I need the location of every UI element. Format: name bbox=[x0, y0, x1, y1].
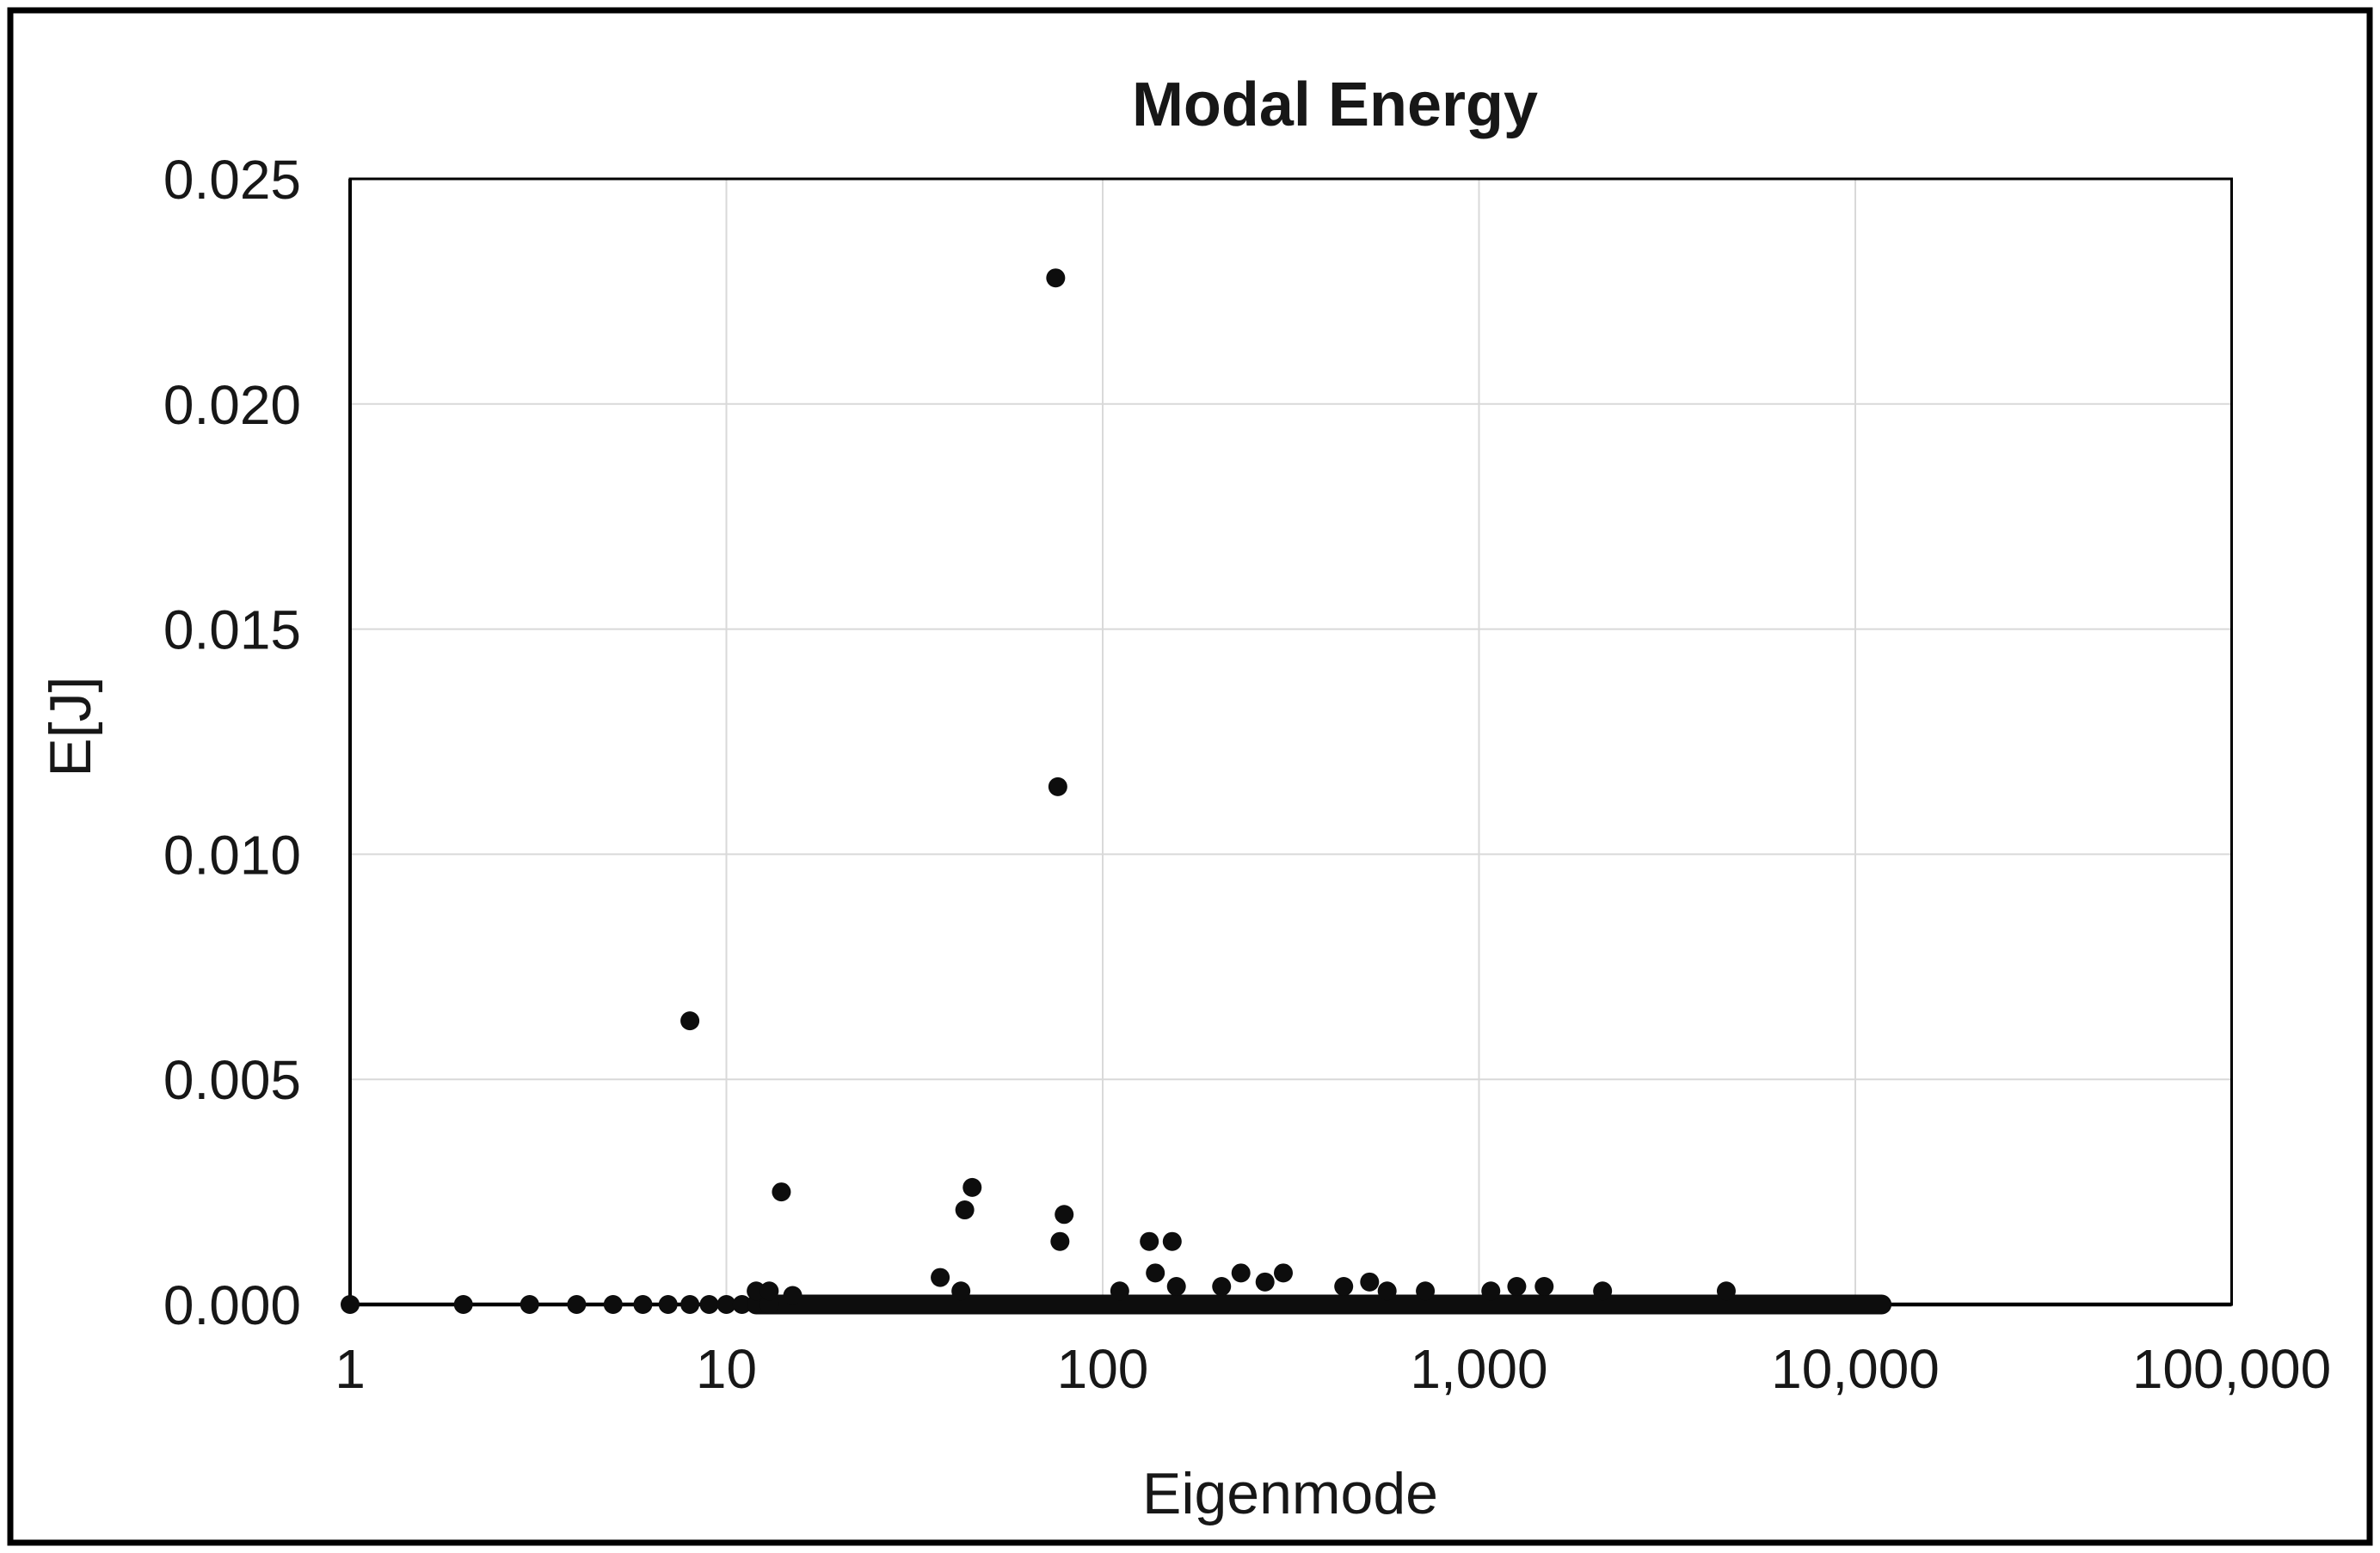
data-point bbox=[1334, 1277, 1354, 1297]
axis-tick-labels: 0.000 0.005 0.010 0.015 0.020 0.025 1 10 100 1,00… bbox=[163, 149, 2331, 1400]
data-point bbox=[1146, 1263, 1165, 1283]
y-axis-title: E[J] bbox=[38, 676, 103, 776]
data-point bbox=[1593, 1281, 1613, 1301]
data-point bbox=[760, 1281, 779, 1301]
data-point bbox=[680, 1295, 700, 1314]
outer-frame bbox=[7, 7, 2373, 1546]
data-point bbox=[1110, 1281, 1129, 1301]
y-axis-tick-label: 0.010 bbox=[163, 824, 301, 886]
data-point bbox=[1274, 1263, 1294, 1283]
x-axis-tick-label: 100,000 bbox=[2132, 1338, 2331, 1400]
x-axis-tick-label: 10 bbox=[696, 1338, 757, 1400]
data-point bbox=[699, 1295, 719, 1314]
data-point bbox=[1377, 1281, 1397, 1301]
data-point bbox=[1050, 1231, 1070, 1251]
data-point bbox=[1212, 1277, 1232, 1297]
x-axis-title: Eigenmode bbox=[1142, 1461, 1438, 1526]
data-series bbox=[341, 268, 1892, 1315]
data-point bbox=[951, 1281, 971, 1301]
data-point bbox=[760, 1295, 779, 1314]
data-point bbox=[747, 1281, 766, 1301]
data-point bbox=[1162, 1231, 1182, 1251]
data-point bbox=[341, 1295, 360, 1314]
data-point bbox=[1255, 1272, 1275, 1292]
data-point bbox=[603, 1295, 623, 1314]
gridlines bbox=[350, 179, 2232, 1304]
data-point bbox=[1231, 1263, 1251, 1283]
plot-border bbox=[348, 177, 2233, 1306]
y-axis-tick-label: 0.000 bbox=[163, 1274, 301, 1336]
x-axis-tick-label: 1 bbox=[335, 1338, 366, 1400]
data-point bbox=[955, 1200, 975, 1220]
data-point bbox=[680, 1011, 700, 1031]
data-point bbox=[633, 1295, 653, 1314]
data-point bbox=[567, 1295, 587, 1314]
data-point bbox=[931, 1268, 950, 1287]
data-point bbox=[1534, 1277, 1554, 1297]
y-axis-tick-label: 0.005 bbox=[163, 1049, 301, 1111]
data-point bbox=[1048, 776, 1067, 796]
data-point bbox=[453, 1295, 473, 1314]
data-point bbox=[1055, 1205, 1074, 1225]
x-axis-tick-label: 100 bbox=[1057, 1338, 1149, 1400]
data-point bbox=[1416, 1281, 1436, 1301]
x-axis-tick-label: 10,000 bbox=[1771, 1338, 1940, 1400]
data-point bbox=[783, 1286, 803, 1305]
chart-title: Modal Energy bbox=[1132, 71, 1538, 139]
data-point bbox=[1360, 1272, 1380, 1292]
data-point bbox=[1716, 1281, 1736, 1301]
data-point bbox=[747, 1295, 766, 1314]
data-point bbox=[732, 1295, 752, 1314]
data-point bbox=[658, 1295, 678, 1314]
y-axis-tick-label: 0.020 bbox=[163, 374, 301, 436]
data-point bbox=[1507, 1277, 1527, 1297]
data-point bbox=[1140, 1231, 1159, 1251]
data-point bbox=[1166, 1277, 1186, 1297]
data-point bbox=[772, 1182, 791, 1202]
x-axis-tick-label: 1,000 bbox=[1410, 1338, 1547, 1400]
data-point bbox=[716, 1295, 736, 1314]
data-point bbox=[962, 1177, 982, 1197]
plot-area-border bbox=[348, 177, 2233, 1307]
y-axis-tick-label: 0.025 bbox=[163, 149, 301, 211]
data-point bbox=[520, 1295, 539, 1314]
data-point bbox=[1481, 1281, 1501, 1301]
y-axis-tick-label: 0.015 bbox=[163, 599, 301, 661]
data-point bbox=[1046, 268, 1066, 288]
